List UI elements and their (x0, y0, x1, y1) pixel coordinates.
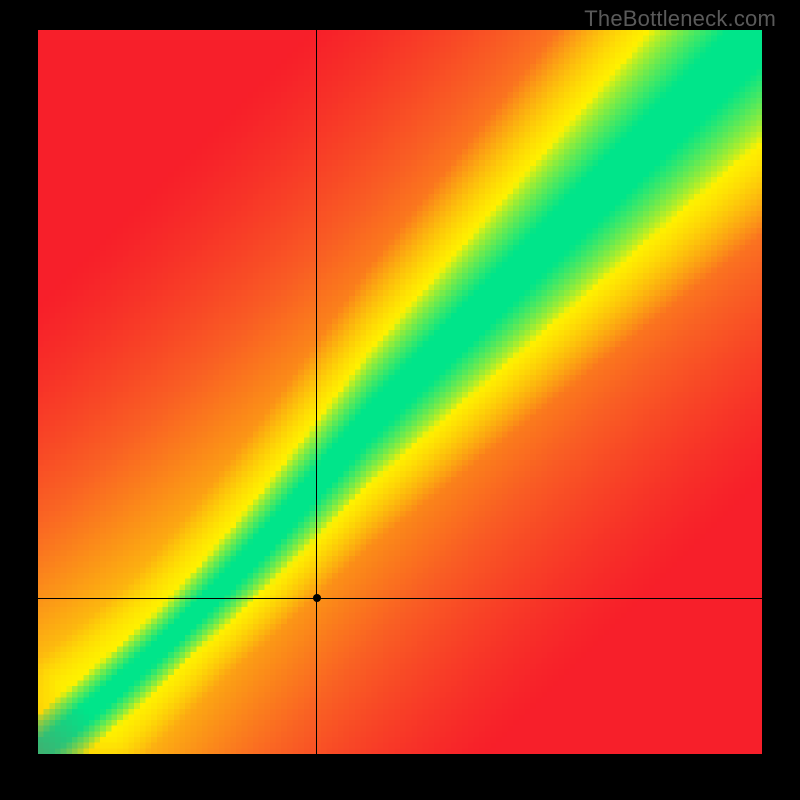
chart-container: { "watermark": { "text": "TheBottleneck.… (0, 0, 800, 800)
watermark-text: TheBottleneck.com (584, 6, 776, 32)
crosshair-horizontal (38, 598, 762, 599)
heatmap-canvas (38, 30, 762, 754)
crosshair-vertical (316, 30, 317, 754)
